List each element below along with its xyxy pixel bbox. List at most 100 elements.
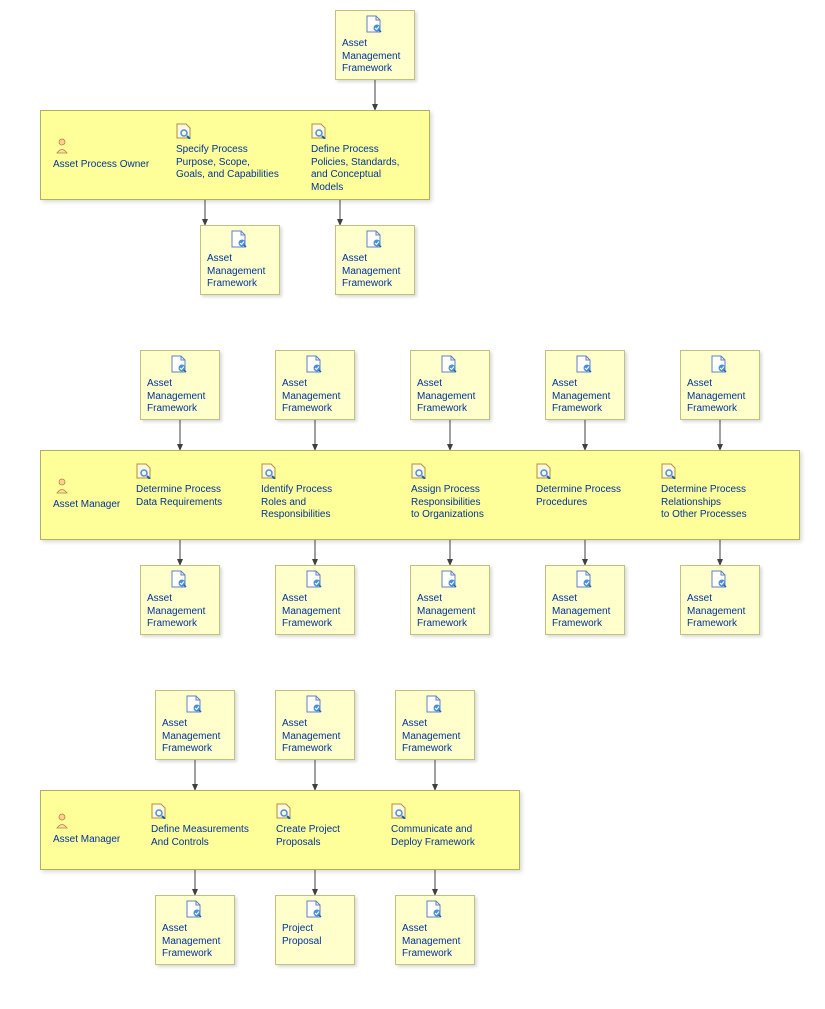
flow-arrow [715, 415, 725, 455]
artifact-label: AssetManagementFramework [402, 718, 460, 756]
artifact-label: AssetManagementFramework [147, 593, 205, 631]
flow-arrow [445, 415, 455, 455]
role: Asset Manager [53, 478, 120, 510]
person-icon [55, 138, 69, 157]
artifact-label: AssetManagementFramework [282, 718, 340, 756]
artifact-box: AssetManagementFramework [275, 350, 355, 420]
artifact-box: AssetManagementFramework [680, 565, 760, 635]
task-label: Identify ProcessRoles and Responsibiliti… [261, 484, 371, 522]
document-icon [426, 695, 444, 716]
task-label: Define ProcessPolicies, Standards,and Co… [311, 144, 399, 194]
artifact-box: ProjectProposal [275, 895, 355, 965]
artifact-box: AssetManagementFramework [545, 565, 625, 635]
task-icon [411, 463, 427, 482]
role-label: Asset Manager [53, 499, 120, 510]
artifact-label: AssetManagementFramework [687, 593, 745, 631]
flow-arrow [580, 415, 590, 455]
flow-arrow [310, 755, 320, 795]
document-icon [231, 230, 249, 251]
document-icon [306, 900, 324, 921]
artifact-label: AssetManagementFramework [282, 593, 340, 631]
artifact-label: AssetManagementFramework [552, 378, 610, 416]
task-label: Assign ProcessResponsibilitiesto Organiz… [411, 484, 484, 522]
artifact-box: AssetManagementFramework [395, 895, 475, 965]
artifact-label: AssetManagementFramework [207, 253, 265, 291]
flow-arrow [430, 755, 440, 795]
swimlane: Asset Manager Determine ProcessData Requi… [40, 450, 800, 540]
task-icon [176, 123, 192, 142]
task-label: Communicate andDeploy Framework [391, 824, 475, 849]
artifact-box: AssetManagementFramework [275, 690, 355, 760]
task-icon [536, 463, 552, 482]
swimlane: Asset Manager Define MeasurementsAnd Cont… [40, 790, 520, 870]
document-icon [306, 695, 324, 716]
document-icon [441, 355, 459, 376]
task-label: Determine ProcessProcedures [536, 484, 621, 509]
artifact-label: AssetManagementFramework [282, 378, 340, 416]
document-icon [171, 570, 189, 591]
artifact-label: AssetManagementFramework [342, 253, 400, 291]
role-label: Asset Process Owner [53, 159, 149, 170]
artifact-label: AssetManagementFramework [162, 923, 220, 961]
swimlane: Asset Process Owner Specify ProcessPurpos… [40, 110, 430, 200]
task: Specify ProcessPurpose, Scope,Goals, and… [176, 123, 279, 182]
task-label: Create ProjectProposals [276, 824, 340, 849]
document-icon [171, 355, 189, 376]
task-icon [136, 463, 152, 482]
task-icon [151, 803, 167, 822]
flow-arrow [175, 415, 185, 455]
task-icon [276, 803, 292, 822]
document-icon [306, 355, 324, 376]
document-icon [186, 695, 204, 716]
task: Define MeasurementsAnd Controls [151, 803, 249, 849]
artifact-label: AssetManagementFramework [552, 593, 610, 631]
document-icon [576, 570, 594, 591]
task: Identify ProcessRoles and Responsibiliti… [261, 463, 371, 522]
artifact-label: AssetManagementFramework [687, 378, 745, 416]
task: Determine ProcessProcedures [536, 463, 621, 509]
role: Asset Process Owner [53, 138, 149, 170]
artifact-box: AssetManagementFramework [155, 895, 235, 965]
task: Determine ProcessData Requirements [136, 463, 222, 509]
artifact-label: ProjectProposal [282, 923, 321, 948]
artifact-box: AssetManagementFramework [410, 565, 490, 635]
artifact-box: AssetManagementFramework [335, 10, 415, 80]
document-icon [711, 570, 729, 591]
task-label: Define MeasurementsAnd Controls [151, 824, 249, 849]
artifact-box: AssetManagementFramework [275, 565, 355, 635]
document-icon [306, 570, 324, 591]
task: Assign ProcessResponsibilitiesto Organiz… [411, 463, 484, 522]
document-icon [186, 900, 204, 921]
task-label: Specify ProcessPurpose, Scope,Goals, and… [176, 144, 279, 182]
artifact-label: AssetManagementFramework [402, 923, 460, 961]
role: Asset Manager [53, 813, 120, 845]
task: Define ProcessPolicies, Standards,and Co… [311, 123, 399, 194]
artifact-label: AssetManagementFramework [162, 718, 220, 756]
flow-arrow [190, 755, 200, 795]
artifact-box: AssetManagementFramework [545, 350, 625, 420]
artifact-box: AssetManagementFramework [395, 690, 475, 760]
task: Create ProjectProposals [276, 803, 340, 849]
document-icon [441, 570, 459, 591]
person-icon [55, 478, 69, 497]
artifact-label: AssetManagementFramework [417, 378, 475, 416]
task: Determine ProcessRelationshipsto Other P… [661, 463, 747, 522]
role-label: Asset Manager [53, 834, 120, 845]
task: Communicate andDeploy Framework [391, 803, 475, 849]
artifact-box: AssetManagementFramework [680, 350, 760, 420]
flow-arrow [370, 75, 380, 115]
document-icon [426, 900, 444, 921]
document-icon [366, 15, 384, 36]
document-icon [711, 355, 729, 376]
task-icon [311, 123, 327, 142]
artifact-label: AssetManagementFramework [417, 593, 475, 631]
artifact-box: AssetManagementFramework [140, 350, 220, 420]
person-icon [55, 813, 69, 832]
task-icon [391, 803, 407, 822]
artifact-box: AssetManagementFramework [335, 225, 415, 295]
task-icon [261, 463, 277, 482]
task-icon [661, 463, 677, 482]
task-label: Determine ProcessRelationshipsto Other P… [661, 484, 747, 522]
artifact-label: AssetManagementFramework [147, 378, 205, 416]
artifact-box: AssetManagementFramework [155, 690, 235, 760]
